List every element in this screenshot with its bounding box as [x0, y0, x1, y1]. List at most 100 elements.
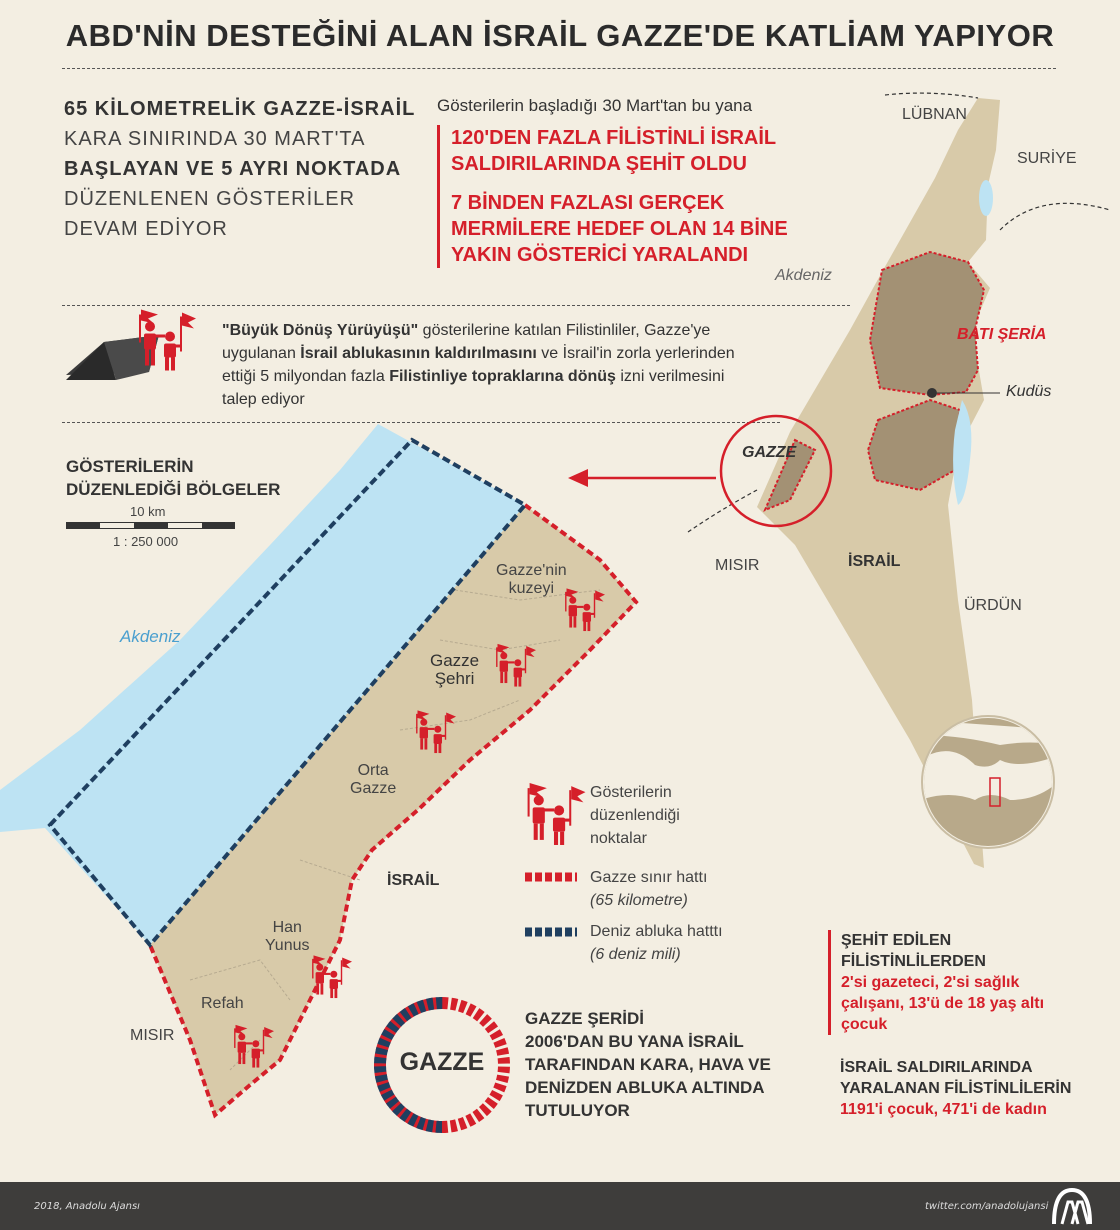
stat-value: çalışanı, 13'ü de 18 yaş altı	[841, 995, 1045, 1012]
region-israel-label: İSRAİL	[848, 553, 901, 570]
scale-bar	[66, 522, 235, 529]
twitter-link[interactable]: twitter.com/anadolujansi	[925, 1201, 1049, 1212]
text-line: 2006'DAN BU YANA İSRAİL	[525, 1032, 744, 1051]
text: gösterilerine katılan Filistinliler, Gaz…	[418, 322, 711, 339]
text: uygulanan	[222, 345, 301, 362]
wounded-line: 7 BİNDEN FAZLASI GERÇEK	[451, 192, 725, 214]
tent-protest-illustration	[66, 309, 196, 380]
globe-land	[924, 718, 1052, 846]
sea-label: Akdeniz	[120, 627, 181, 646]
wounded-line: YAKIN GÖSTERİCİ YARALANDI	[451, 244, 749, 266]
gaza-border-line	[148, 503, 639, 1119]
label: Orta	[357, 762, 389, 779]
dead-sea	[953, 400, 972, 505]
stat-heading: İSRAİL SALDIRILARINDA	[840, 1059, 1033, 1076]
region-sea-label: Akdeniz	[775, 267, 832, 284]
intro-line: 65 KİLOMETRELİK GAZZE-İSRAİL	[64, 98, 416, 120]
text: ve İsrail'in zorla yerlerinden	[536, 345, 735, 362]
west-bank-label: BATI ŞERİA	[957, 326, 1047, 343]
stat-value: çocuk	[841, 1016, 888, 1033]
text: ettiği 5 milyondan fazla	[222, 368, 390, 385]
scale-bar-segment	[100, 523, 134, 528]
sea-of-galilee	[979, 180, 993, 216]
footer: 2018, Anadolu Ajansı twitter.com/anadolu…	[0, 1182, 1120, 1230]
text: izni verilmesini	[615, 368, 725, 385]
label: Gazze'nin	[496, 562, 567, 579]
jordan-label: ÜRDÜN	[964, 597, 1022, 614]
jerusalem-dot	[927, 388, 937, 398]
region-rafah: Refah	[201, 995, 244, 1012]
egypt-label: MISIR	[130, 1027, 175, 1044]
region-city: Gazze Şehri	[430, 652, 479, 688]
legend-text: düzenlendiği	[590, 807, 680, 824]
aa-logo-icon	[1052, 1187, 1092, 1225]
legend-text: (65 kilometre)	[590, 892, 688, 909]
intro-line: DEVAM EDİYOR	[64, 218, 228, 240]
text: İsrail ablukasının kaldırılmasını	[300, 345, 537, 362]
killed-line: 120'DEN FAZLA FİLİSTİNLİ İSRAİL	[451, 127, 777, 149]
martyrs-stat: ŞEHİT EDİLEN FİLİSTİNLİLERDEN 2'si gazet…	[828, 930, 1044, 1035]
stat-heading: FİLİSTİNLİLERDEN	[841, 953, 986, 970]
legend-text: noktalar	[590, 830, 647, 847]
page-title: ABD'NİN DESTEĞİNİ ALAN İSRAİL GAZZE'DE K…	[65, 18, 1055, 53]
killed-line: SALDIRILARINDA ŞEHİT OLDU	[451, 153, 747, 175]
since-text: Gösterilerin başladığı 30 Mart'tan bu ya…	[437, 96, 753, 115]
badge-ring-blue	[374, 997, 510, 1133]
israel-label: İSRAİL	[387, 872, 440, 889]
west-bank-south	[866, 398, 962, 492]
divider	[62, 305, 850, 306]
stat-value: 1191'i çocuk, 471'i de kadın	[840, 1101, 1047, 1118]
gaza-map	[0, 92, 1111, 1133]
syria-label: SURİYE	[1017, 150, 1077, 167]
stat-heading: YARALANAN FİLİSTİNLİLERİN	[840, 1080, 1072, 1097]
protest-point-icon	[312, 955, 352, 999]
text-line: GAZZE ŞERİDİ	[525, 1009, 645, 1028]
text: talep ediyor	[222, 391, 305, 408]
locator-box	[989, 777, 1001, 807]
region-middle: Orta Gazze	[350, 762, 396, 798]
lebanon-label: LÜBNAN	[902, 106, 967, 123]
text-line: TARAFINDAN KARA, HAVA VE	[525, 1055, 771, 1074]
legend-text: Gazze sınır hattı	[590, 869, 708, 886]
gaza-strip-land	[150, 505, 636, 1115]
legend-points: Gösterilerin düzenlendiği noktalar	[590, 781, 680, 850]
arrow-head-icon	[568, 469, 588, 487]
scale-distance: 10 km	[130, 504, 166, 519]
label: kuzeyi	[508, 580, 554, 597]
regions-heading: GÖSTERİLERİN DÜZENLEDİĞİ BÖLGELER	[66, 455, 280, 501]
text: "Büyük Dönüş Yürüyüşü"	[222, 322, 419, 339]
divider	[62, 68, 1056, 69]
legend-text: (6 deniz mili)	[590, 946, 681, 963]
region-egypt-label: MISIR	[715, 557, 760, 574]
stat-value: 2'si gazeteci, 2'si sağlık	[841, 974, 1020, 991]
syria-border	[999, 202, 1111, 231]
legend-border: Gazze sınır hattı (65 kilometre)	[590, 866, 707, 912]
scale-bar-segment	[168, 523, 202, 528]
legend-protest-icon	[527, 783, 586, 845]
legend-text: Gösterilerin	[590, 784, 672, 801]
blockade-text: GAZZE ŞERİDİ 2006'DAN BU YANA İSRAİL TAR…	[525, 1007, 771, 1122]
injured-stat: İSRAİL SALDIRILARINDA YARALANAN FİLİSTİN…	[840, 1057, 1071, 1120]
naval-blockade-line	[47, 437, 529, 949]
march-paragraph: "Büyük Dönüş Yürüyüşü" gösterilerine kat…	[222, 319, 735, 411]
gaza-zoom-circle	[719, 414, 833, 528]
scale-ratio: 1 : 250 000	[113, 534, 179, 549]
legend-blockade: Deniz abluka hatttı (6 deniz mili)	[590, 920, 723, 966]
credit: 2018, Anadolu Ajansı	[34, 1201, 140, 1212]
text: Filistinliye topraklarına dönüş	[389, 368, 616, 385]
heading-line: GÖSTERİLERİN	[66, 457, 194, 476]
casualty-summary: 120'DEN FAZLA FİLİSTİNLİ İSRAİL SALDIRIL…	[437, 125, 788, 268]
gaza-region-small	[763, 438, 817, 512]
text-line: TUTULUYOR	[525, 1101, 630, 1120]
intro-line: KARA SINIRINDA 30 MART'TA	[64, 128, 366, 150]
lebanon-border	[884, 92, 979, 99]
jerusalem-label: Kudüs	[1006, 383, 1052, 400]
egypt-border	[687, 489, 758, 533]
intro-line: BAŞLAYAN VE 5 AYRI NOKTADA	[64, 158, 402, 180]
intro-line: DÜZENLENEN GÖSTERİLER	[64, 188, 356, 210]
gaza-badge: GAZZE	[399, 1048, 485, 1076]
sea-area	[0, 424, 525, 945]
west-bank-area	[868, 250, 986, 397]
intro-text: 65 KİLOMETRELİK GAZZE-İSRAİL KARA SINIRI…	[64, 94, 415, 244]
stat-heading: ŞEHİT EDİLEN	[841, 932, 952, 949]
